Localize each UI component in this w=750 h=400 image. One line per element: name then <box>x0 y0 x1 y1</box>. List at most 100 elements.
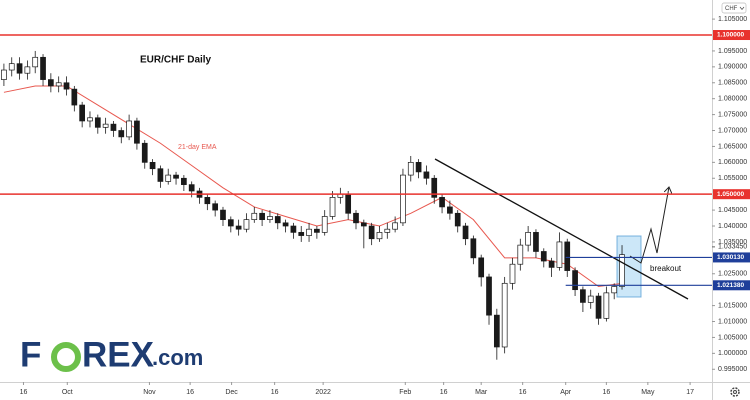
candle-body <box>306 228 312 236</box>
x-tick-label: 2022 <box>315 389 331 396</box>
candle-body <box>118 130 125 138</box>
candle-body <box>572 270 578 291</box>
candle-body <box>141 142 148 163</box>
y-tick-label: 1.095000 <box>718 48 747 55</box>
candle-body <box>611 286 618 294</box>
y-tick-label: 1.000000 <box>718 350 747 357</box>
candle-body <box>259 212 265 221</box>
y-tick-label: 1.015000 <box>718 302 747 309</box>
candle-body <box>290 225 297 233</box>
candle-body <box>353 212 359 224</box>
candle-body <box>282 222 289 227</box>
y-tick-label: 1.055000 <box>718 175 747 182</box>
candle-body <box>407 162 414 176</box>
candle-body <box>400 174 406 224</box>
level-label: 1.050000 <box>717 191 744 198</box>
level-label: 1.100000 <box>717 32 744 39</box>
level-label: 1.030130 <box>717 254 744 261</box>
candle-body <box>126 120 132 138</box>
trendline <box>434 158 689 300</box>
x-tick-label: Apr <box>560 389 572 396</box>
logo-left: F <box>20 335 41 374</box>
candle-body <box>501 282 508 348</box>
candle-body <box>204 197 211 205</box>
candle-body <box>517 244 524 265</box>
candle-body <box>619 254 625 287</box>
candle-body <box>110 123 117 131</box>
candle-body <box>509 263 516 284</box>
candle-body <box>134 120 140 144</box>
logo-right: .com <box>152 345 203 370</box>
y-tick-label: 1.085000 <box>718 80 747 87</box>
x-tick-label: Dec <box>225 389 238 396</box>
level-badge <box>713 30 750 41</box>
candle-body <box>87 117 93 122</box>
candle-body <box>462 225 469 240</box>
candle-body <box>345 193 352 214</box>
candle-body <box>32 56 39 68</box>
candle-body <box>1 69 7 80</box>
candle-body <box>55 82 62 87</box>
candle-body <box>79 104 86 122</box>
y-tick-label: 1.070000 <box>718 127 747 134</box>
projection-arrow <box>629 187 669 264</box>
candle-body <box>493 314 500 348</box>
candle-body <box>360 222 367 227</box>
candle-body <box>376 232 383 240</box>
candle-body <box>329 197 336 217</box>
candle-body <box>478 257 485 278</box>
candle-body <box>603 292 610 319</box>
annotation: breakout <box>650 264 682 273</box>
candle-body <box>227 219 234 227</box>
candle-body <box>24 66 31 74</box>
candle-body <box>48 79 54 87</box>
x-tick-label: Oct <box>62 389 73 396</box>
y-tick-label: 1.045000 <box>718 207 747 214</box>
candle-body <box>181 177 187 185</box>
candle-body <box>8 63 15 71</box>
currency-label[interactable]: CHF <box>725 6 738 12</box>
candle-body <box>415 162 422 173</box>
candle-body <box>321 216 328 233</box>
candle-body <box>165 174 172 182</box>
y-tick-label: 0.995000 <box>718 366 747 373</box>
y-tick-label: 1.040000 <box>718 223 747 230</box>
candle-body <box>40 56 46 80</box>
candle-body <box>220 209 226 221</box>
settings-icon[interactable] <box>730 387 740 397</box>
currency-selector[interactable] <box>721 2 747 14</box>
logo-ring <box>51 342 81 372</box>
x-tick-label: Feb <box>399 389 411 396</box>
candle-body <box>298 232 305 236</box>
candle-body <box>314 228 320 233</box>
y-tick-label: 1.025000 <box>718 271 747 278</box>
candle-body <box>188 184 195 192</box>
candle-body <box>16 63 23 74</box>
x-tick-label: Mar <box>475 389 488 396</box>
y-tick-label: 1.105000 <box>718 16 747 23</box>
candle-body <box>486 276 492 316</box>
candle-body <box>384 228 391 233</box>
y-tick-label: 1.090000 <box>718 64 747 71</box>
x-tick-label: Nov <box>143 389 156 396</box>
level-label: 1.021380 <box>717 282 744 289</box>
candle-body <box>548 260 555 268</box>
candle-body <box>71 88 78 106</box>
candle-body <box>540 251 547 262</box>
gear-hub[interactable] <box>733 390 737 394</box>
x-tick-label: 16 <box>186 389 194 396</box>
y-tick-label: 1.035000 <box>718 239 747 246</box>
candle-body <box>423 171 430 179</box>
candle-body <box>392 222 398 230</box>
currency-caret[interactable] <box>739 6 745 11</box>
candle-body <box>564 241 571 271</box>
y-tick-label: 1.010000 <box>718 318 747 325</box>
y-tick-label: 1.005000 <box>718 334 747 341</box>
y-tick-label: 1.075000 <box>718 111 747 118</box>
candle-body <box>533 232 539 252</box>
gear-teeth[interactable] <box>730 387 740 397</box>
candle-body <box>94 117 101 128</box>
candle-body <box>587 295 594 303</box>
